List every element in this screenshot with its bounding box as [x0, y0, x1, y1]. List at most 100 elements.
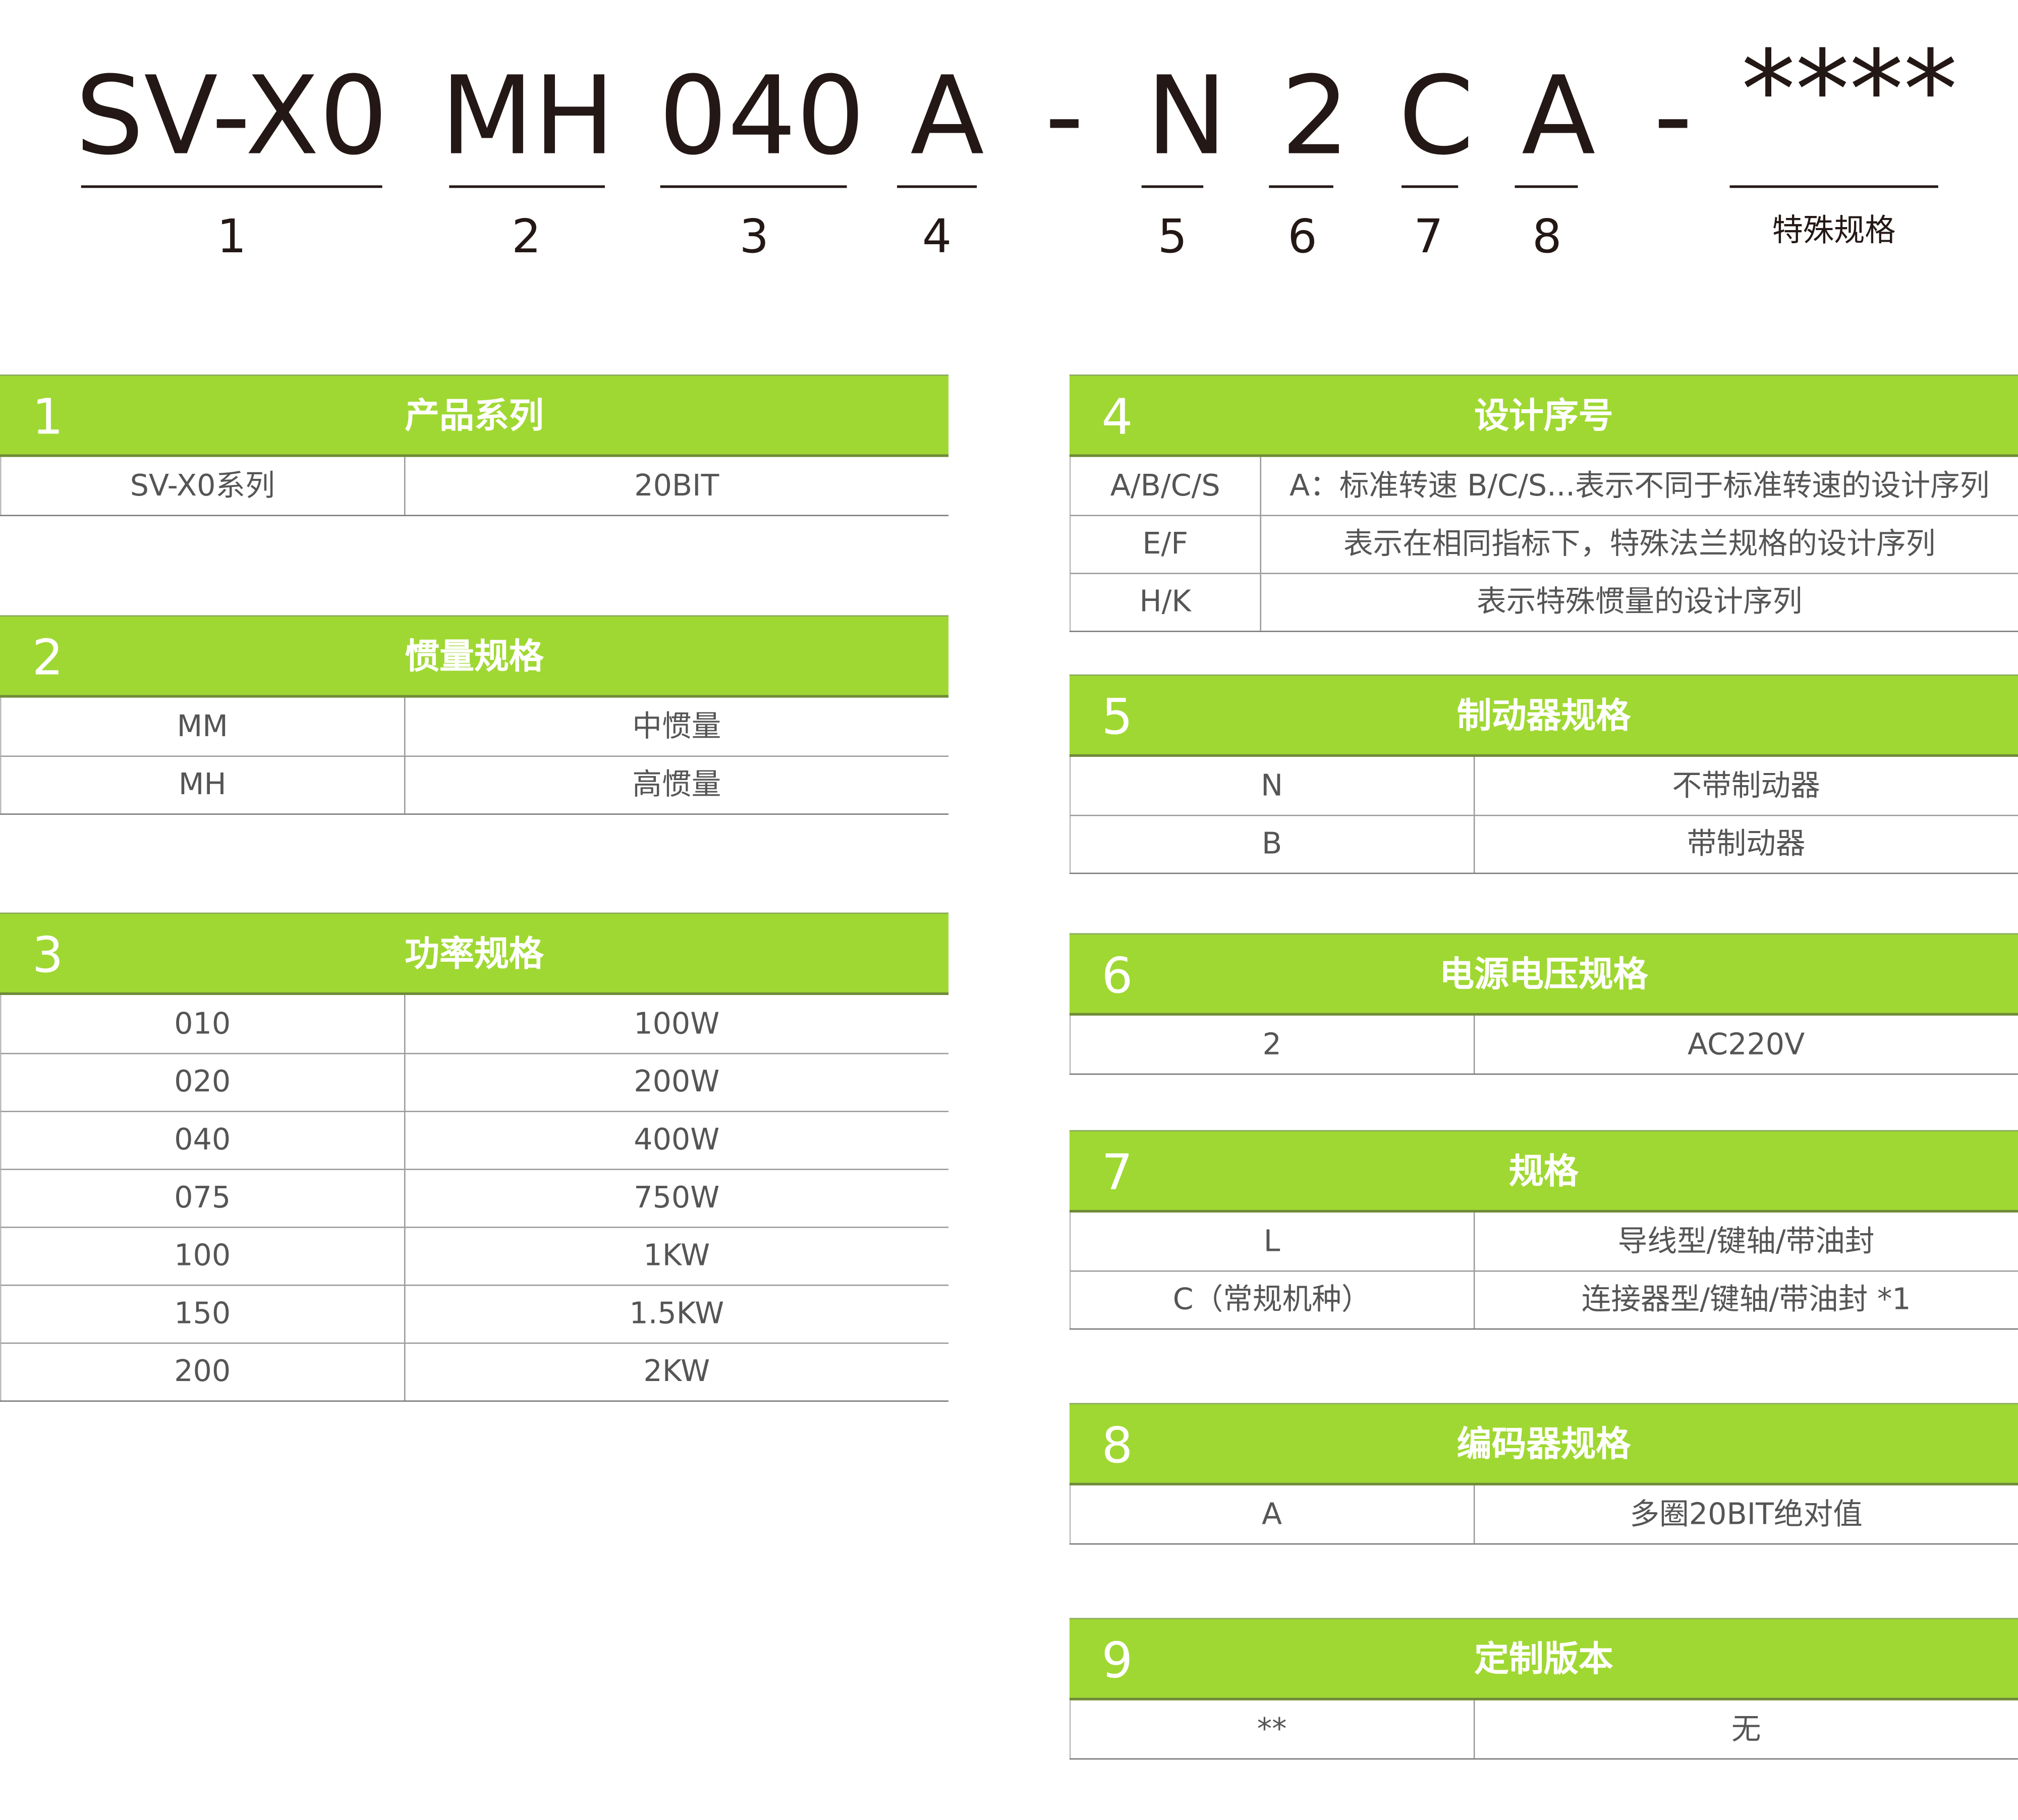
code-underline	[660, 185, 847, 188]
special-spec-label: 特殊规格	[1772, 212, 1896, 249]
description-cell: 无	[1731, 1713, 1761, 1746]
spec-table-2: 2 惯量规格 MM 中惯量 MH 高惯量	[0, 615, 949, 815]
table-row: L 导线型/键轴/带油封	[1069, 1212, 2018, 1271]
code-segment: -	[1045, 52, 1084, 179]
description-cell: 中惯量	[632, 709, 721, 744]
code-cell: 040	[2, 1112, 405, 1169]
table-header: 7 规格	[1069, 1130, 2018, 1213]
code-underline	[449, 185, 605, 188]
table-row: 075 750W	[0, 1169, 949, 1227]
table-number: 9	[1101, 1632, 1133, 1689]
table-row: E/F 表示在相同指标下，特殊法兰规格的设计序列	[1069, 515, 2018, 573]
code-cell: MH	[2, 756, 405, 814]
code-underline	[1402, 185, 1459, 188]
table-header: 9 定制版本	[1069, 1618, 2018, 1700]
table-row: 200 2KW	[0, 1342, 949, 1401]
position-label: 8	[1532, 211, 1562, 264]
table-number: 8	[1101, 1417, 1133, 1474]
table-row: B 带制动器	[1069, 814, 2018, 873]
table-header: 1 产品系列	[0, 374, 949, 457]
table-title: 设计序号	[1474, 396, 1613, 436]
code-cell: H/K	[1071, 574, 1261, 631]
code-segment: A	[1521, 52, 1596, 179]
table-row: 100 1KW	[0, 1227, 949, 1285]
table-title: 惯量规格	[405, 637, 544, 677]
table-row: 020 200W	[0, 1053, 949, 1111]
table-header: 8 编码器规格	[1069, 1403, 2018, 1485]
description-cell: 表示特殊惯量的设计序列	[1477, 585, 1803, 620]
table-row: 010 100W	[0, 995, 948, 1053]
table-row: C（常规机种） 连接器型/键轴/带油封 *1	[1069, 1270, 2018, 1329]
table-row: 040 400W	[0, 1111, 949, 1169]
table-number: 6	[1101, 947, 1133, 1004]
position-label: 3	[739, 211, 769, 264]
code-cell: 075	[2, 1170, 405, 1227]
description-cell: A：标准转速 B/C/S...表示不同于标准转速的设计序列	[1289, 469, 1990, 503]
spec-table-4: 4 设计序号 A/B/C/S A：标准转速 B/C/S...表示不同于标准转速的设计序…	[1069, 374, 2018, 632]
table-header: 4 设计序号	[1069, 374, 2018, 457]
code-cell: A	[1071, 1485, 1475, 1543]
table-row: MM 中惯量	[0, 697, 948, 756]
code-cell: MM	[2, 697, 405, 756]
table-header: 3 功率规格	[0, 912, 949, 995]
spec-table-8: 8 编码器规格 A 多圈20BIT绝对值	[1069, 1403, 2018, 1545]
description-cell: 高惯量	[632, 768, 721, 802]
table-number: 5	[1101, 688, 1133, 746]
code-underline	[81, 185, 382, 188]
table-row: 2 AC220V	[1069, 1015, 2018, 1074]
table-number: 4	[1101, 389, 1133, 446]
description-cell: 1KW	[643, 1239, 710, 1273]
position-label: 1	[216, 211, 247, 264]
code-cell: B	[1071, 816, 1475, 873]
description-cell: 200W	[634, 1066, 720, 1099]
code-underline	[1141, 185, 1204, 188]
code-cell: E/F	[1071, 516, 1261, 573]
description-cell: 带制动器	[1687, 828, 1806, 861]
table-row: A 多圈20BIT绝对值	[1069, 1485, 2018, 1543]
spec-table-6: 6 电源电压规格 2 AC220V	[1069, 933, 2018, 1075]
code-segment: 040	[658, 52, 865, 179]
table-row: H/K 表示特殊惯量的设计序列	[1069, 573, 2018, 631]
description-cell: 多圈20BIT绝对值	[1630, 1498, 1863, 1531]
code-segment: MH	[440, 52, 615, 179]
table-row: 150 1.5KW	[0, 1284, 949, 1343]
description-cell: AC220V	[1688, 1027, 1805, 1062]
description-cell: 1.5KW	[629, 1297, 724, 1331]
code-segment: C	[1398, 52, 1474, 179]
table-title: 电源电压规格	[1439, 955, 1648, 995]
spec-table-1: 1 产品系列 SV-X0系列 20BIT	[0, 374, 949, 516]
code-cell: 100	[2, 1228, 405, 1285]
description-cell: 100W	[634, 1007, 720, 1041]
code-segment: -	[1653, 52, 1693, 179]
table-row: SV-X0系列 20BIT	[0, 457, 948, 515]
table-number: 3	[32, 926, 64, 983]
position-label: 2	[512, 211, 541, 264]
description-cell: 750W	[634, 1181, 720, 1216]
code-cell: A/B/C/S	[1071, 457, 1261, 515]
code-underline	[1515, 185, 1578, 188]
code-cell: SV-X0系列	[2, 457, 405, 515]
table-number: 1	[32, 389, 64, 446]
code-underline	[897, 185, 977, 188]
table-header: 2 惯量规格	[0, 615, 949, 698]
table-title: 产品系列	[405, 396, 544, 436]
table-header: 6 电源电压规格	[1069, 933, 2018, 1016]
code-segment: ****	[1741, 27, 1958, 153]
code-cell: 010	[2, 995, 405, 1053]
spec-table-5: 5 制动器规格 N 不带制动器 B 带制动器	[1069, 674, 2018, 874]
table-row: N 不带制动器	[1069, 756, 2018, 815]
description-cell: 连接器型/键轴/带油封 *1	[1581, 1283, 1911, 1317]
description-cell: 导线型/键轴/带油封	[1617, 1225, 1875, 1258]
code-cell: 200	[2, 1344, 405, 1401]
description-cell: 2KW	[643, 1355, 710, 1389]
position-label: 7	[1414, 211, 1443, 264]
code-cell: L	[1071, 1212, 1475, 1271]
table-header: 5 制动器规格	[1069, 674, 2018, 757]
table-title: 制动器规格	[1456, 696, 1631, 737]
description-cell: 表示在相同指标下，特殊法兰规格的设计序列	[1343, 527, 1936, 562]
code-cell: 020	[2, 1054, 405, 1111]
table-title: 规格	[1509, 1152, 1579, 1192]
code-cell: N	[1071, 756, 1475, 815]
table-title: 定制版本	[1474, 1639, 1613, 1680]
table-number: 2	[32, 629, 64, 686]
